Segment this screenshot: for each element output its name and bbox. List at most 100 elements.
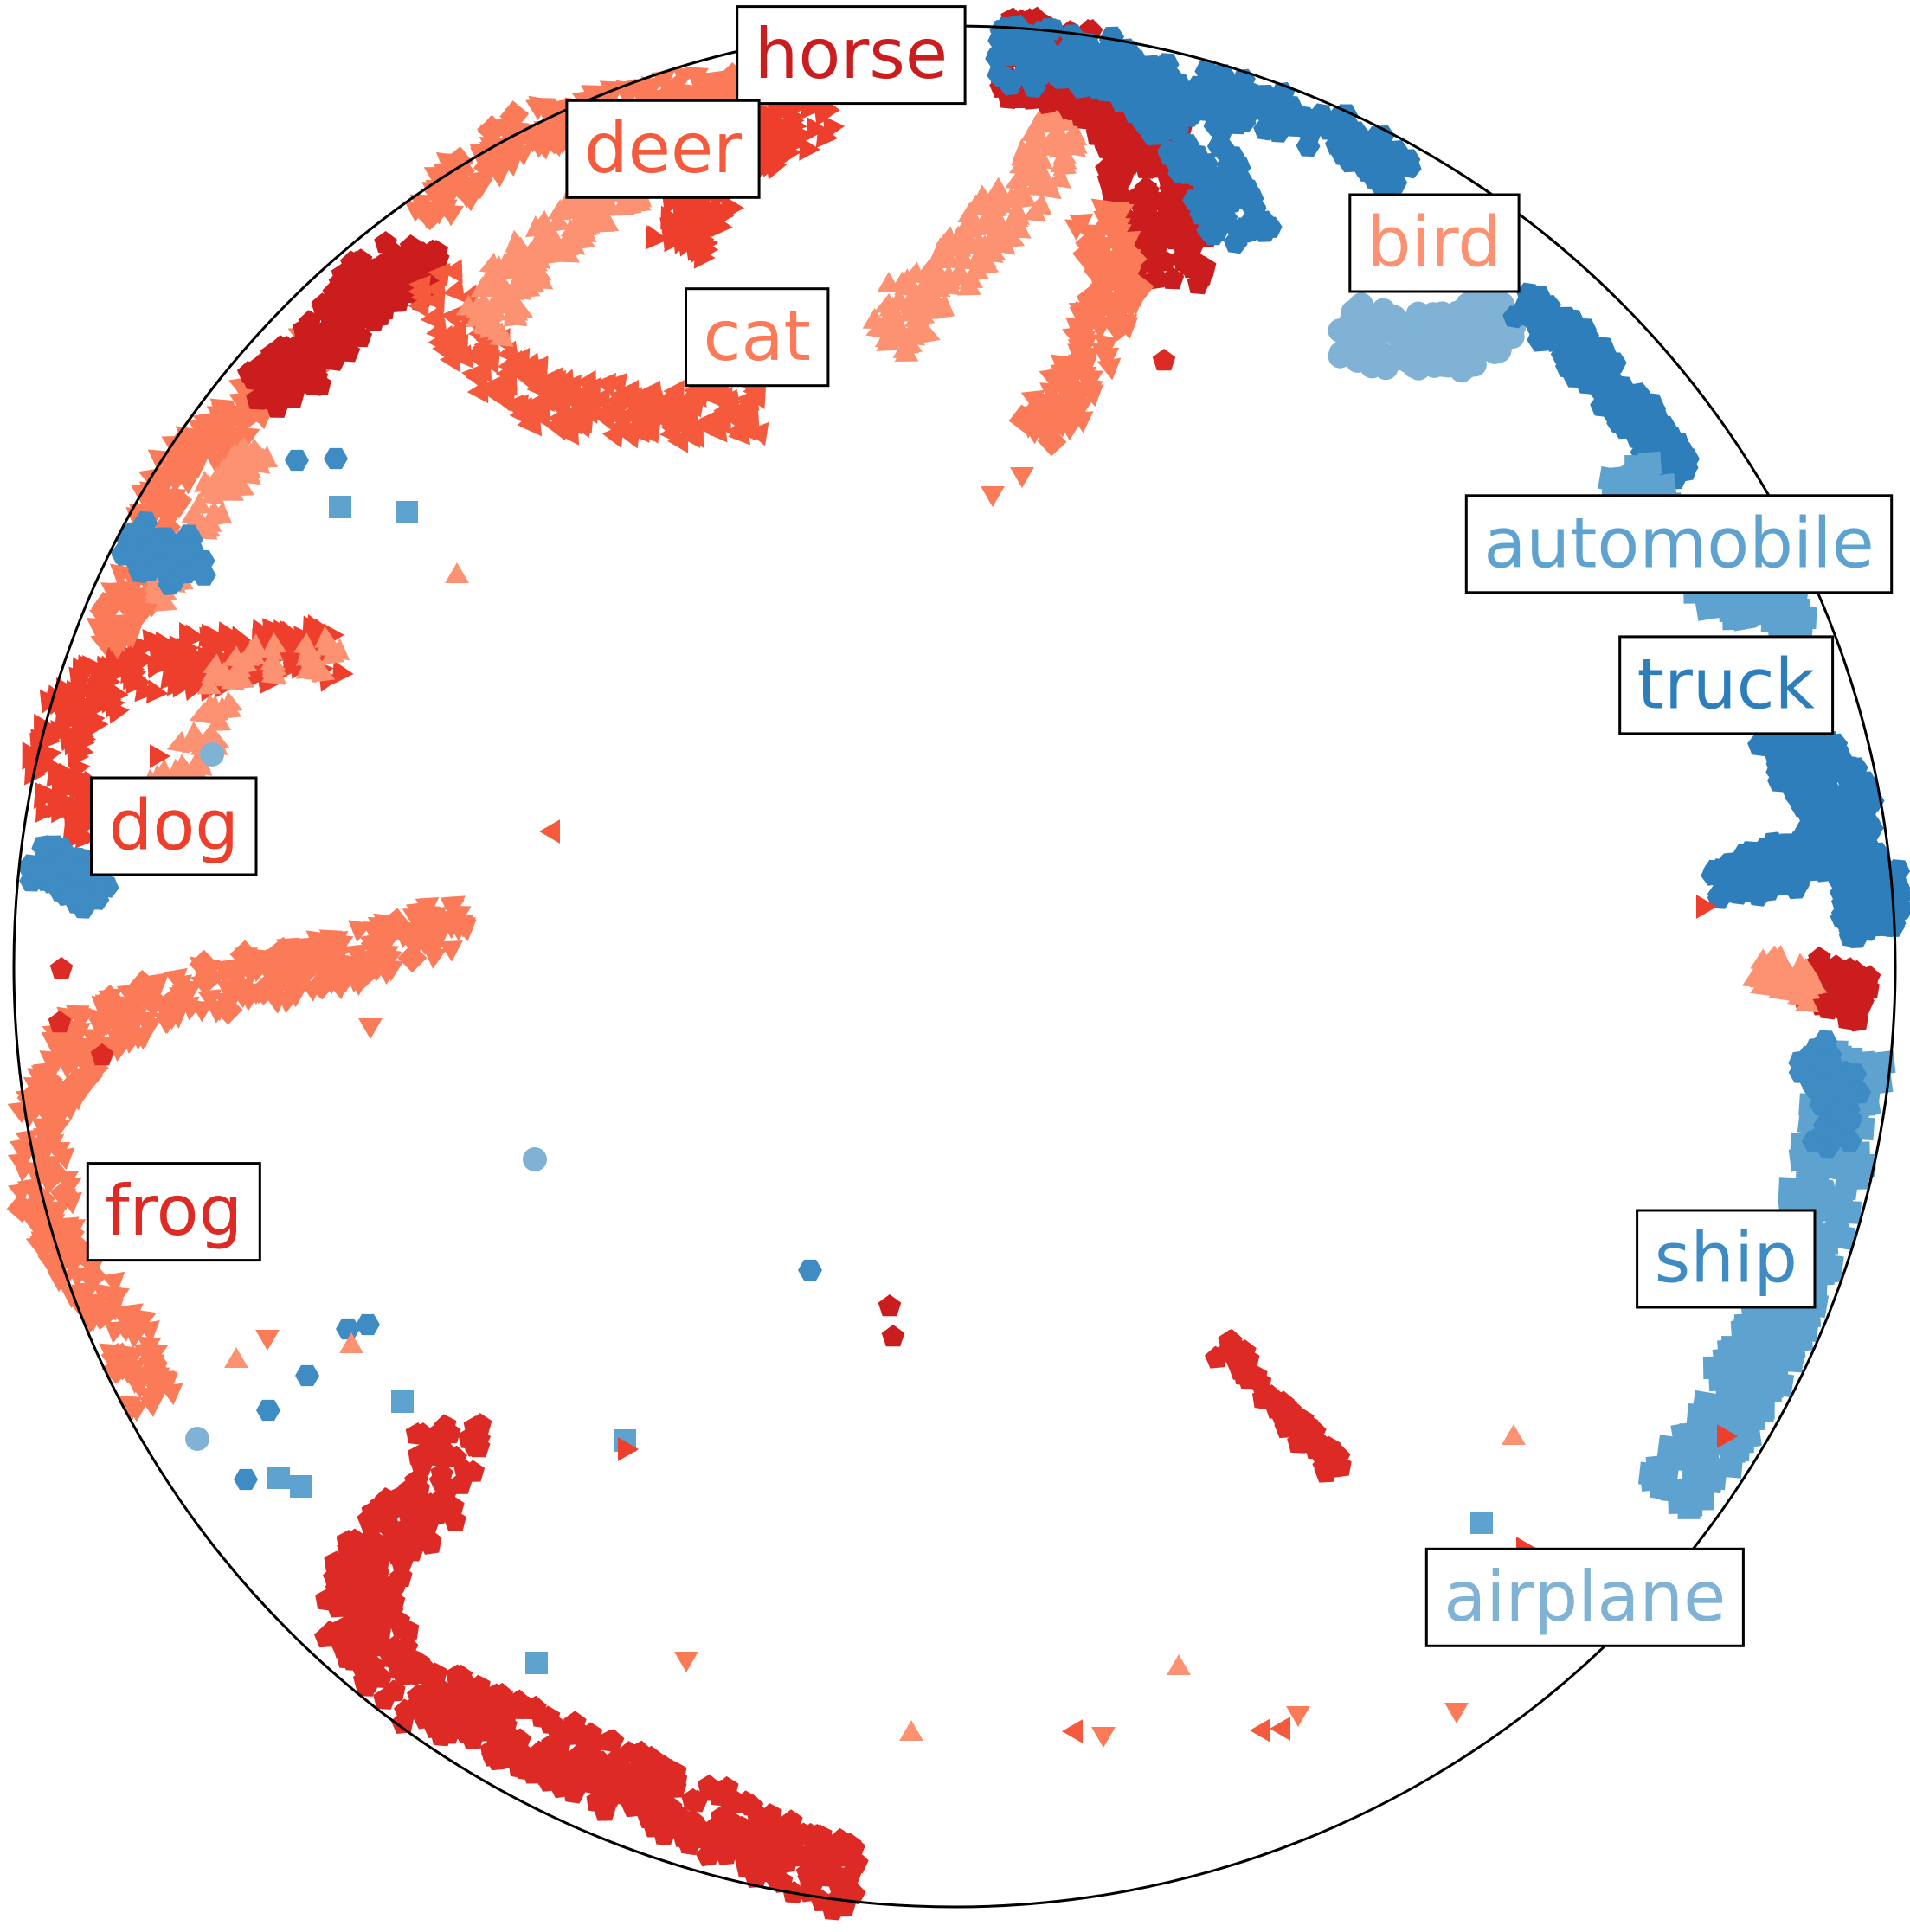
point-frog [462, 1434, 486, 1457]
point-cat [101, 1271, 125, 1294]
point-frog [1314, 1447, 1338, 1470]
point-cat [58, 1191, 82, 1215]
point-cat [128, 969, 158, 999]
point-cat [180, 998, 204, 1021]
point-ship [798, 1259, 822, 1281]
point-cat [216, 993, 241, 1016]
class-label-frog: frog [86, 1162, 261, 1262]
point-cat [8, 1182, 32, 1205]
point-frog [828, 1865, 852, 1889]
point-frog [798, 1848, 822, 1872]
point-cat [38, 1232, 63, 1255]
point-automobile [1470, 1512, 1493, 1534]
point-frog [447, 1704, 471, 1728]
class-label-text: bird [1367, 202, 1502, 283]
point-cat [20, 1206, 44, 1228]
point-cat [276, 992, 300, 1014]
point-cat [220, 968, 245, 991]
point-automobile [329, 496, 351, 518]
point-cat [324, 930, 349, 953]
point-frog [575, 1735, 599, 1758]
point-frog [619, 1781, 642, 1803]
point-frog [411, 1422, 434, 1445]
point-frog [638, 1776, 662, 1800]
class-label-text: airplane [1444, 1557, 1726, 1637]
class-label-text: ship [1655, 1218, 1797, 1299]
point-cat [674, 1652, 698, 1672]
point-dog [261, 618, 285, 642]
point-frog [743, 1865, 768, 1888]
point-cat [255, 1330, 280, 1351]
point-frog [418, 1529, 442, 1551]
point-cat [46, 1141, 71, 1164]
point-cat [358, 1018, 383, 1039]
point-cat [114, 1306, 138, 1329]
point-frog [548, 1733, 572, 1756]
point-frog [480, 1743, 505, 1767]
point-frog [339, 1631, 363, 1654]
point-cat [72, 1072, 97, 1094]
class-label-cat: cat [685, 287, 830, 388]
point-cat [133, 1344, 158, 1365]
point-cat [29, 1148, 55, 1170]
point-cat [164, 1004, 188, 1026]
point-cat [42, 1114, 67, 1137]
point-ship [234, 1468, 258, 1491]
class-label-text: horse [755, 14, 948, 94]
point-frog [313, 1625, 338, 1648]
point-frog [434, 1441, 458, 1464]
point-frog [1274, 1415, 1297, 1439]
point-automobile [1721, 607, 1746, 631]
point-frog [1303, 1419, 1327, 1442]
point-frog [725, 1790, 749, 1813]
point-frog [325, 1576, 349, 1600]
point-dog [331, 660, 354, 685]
class-label-text: truck [1637, 644, 1816, 724]
point-cat [104, 1320, 128, 1344]
point-cat [305, 930, 331, 953]
point-cat [197, 989, 222, 1011]
class-label-dog: dog [90, 776, 258, 876]
point-cat [138, 1355, 168, 1385]
point-bird [224, 1347, 248, 1368]
point-automobile [267, 1467, 290, 1489]
point-frog [672, 1825, 696, 1848]
point-frog [839, 1843, 863, 1866]
point-cat [90, 1017, 115, 1038]
point-frog [430, 1691, 454, 1714]
point-cat [981, 486, 1005, 507]
point-cat [294, 963, 319, 985]
point-automobile [391, 1390, 414, 1413]
point-cat [44, 1265, 69, 1287]
point-frog [428, 1468, 452, 1492]
point-cat [246, 948, 270, 971]
point-frog [49, 957, 74, 979]
point-cat [299, 979, 324, 1002]
point-cat [171, 985, 196, 1007]
class-label-text: deer [584, 108, 742, 189]
point-cat [71, 1296, 96, 1319]
point-horse [878, 1294, 902, 1317]
point-automobile [1818, 1254, 1844, 1280]
point-cat [318, 972, 342, 995]
class-label-text: dog [109, 786, 240, 866]
point-frog [387, 1609, 411, 1633]
point-frog [797, 1866, 820, 1890]
point-frog [743, 1829, 767, 1852]
point-ship [336, 1318, 360, 1340]
point-cat [344, 943, 369, 966]
class-label-bird: bird [1348, 193, 1521, 293]
point-automobile [1752, 1396, 1775, 1420]
point-frog [799, 1822, 822, 1845]
class-label-automobile: automobile [1464, 494, 1894, 594]
point-cat [345, 962, 376, 992]
point-frog [567, 1759, 591, 1782]
point-frog [396, 1644, 420, 1667]
point-frog [391, 1663, 415, 1686]
point-frog [360, 1662, 383, 1685]
point-cat [123, 1325, 148, 1349]
point-horse [881, 1325, 905, 1347]
point-cat [275, 937, 300, 960]
point-cat [55, 1170, 80, 1192]
